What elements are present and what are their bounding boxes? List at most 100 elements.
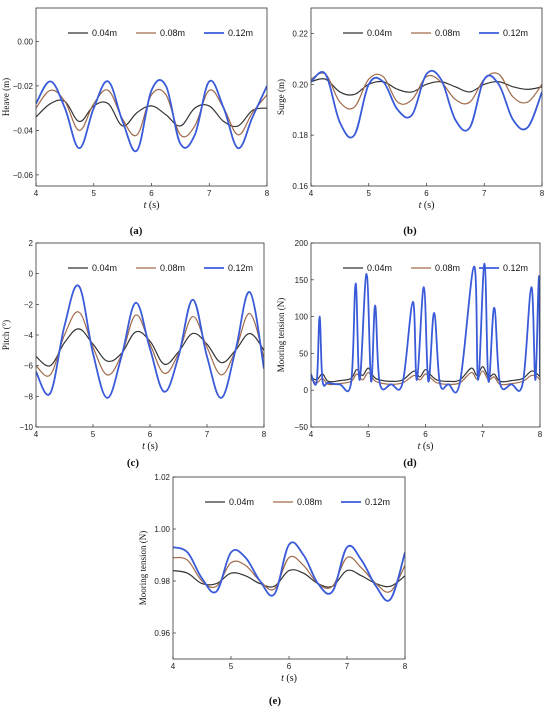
y-tick-label: 0.00: [17, 37, 33, 46]
legend-label: 0.08m: [160, 263, 185, 273]
x-tick-label: 6: [423, 430, 428, 439]
series-group: [36, 79, 267, 153]
x-tick-label: 7: [481, 430, 486, 439]
x-axis-label: t (s): [142, 441, 158, 452]
y-tick-label: 0.16: [292, 182, 308, 191]
legend-label: 0.04m: [92, 28, 117, 38]
y-tick-label: 0.96: [154, 629, 170, 638]
series-group: [173, 541, 405, 602]
chart-panel-1: 4 5 6 7 8 −0.06 −0.04 −0.02 0.00 t (s) Heave (m) 0.…: [1, 7, 270, 237]
legend: 0.04m 0.08m 0.12m: [205, 497, 390, 507]
legend: 0.04m 0.08m 0.12m: [68, 263, 253, 273]
y-tick-label: 150: [295, 276, 309, 285]
series-line-0.12m: [311, 262, 540, 394]
x-tick-label: 7: [207, 189, 212, 198]
x-axis-label: t (s): [281, 673, 297, 684]
x-tick-label: 8: [265, 189, 270, 198]
series-line-0.12m: [36, 79, 267, 153]
legend-label: 0.04m: [367, 263, 392, 273]
legend: 0.04m 0.08m 0.12m: [343, 28, 528, 38]
series-line-0.08m: [311, 72, 542, 110]
x-tick-label: 6: [424, 189, 429, 198]
legend-label: 0.08m: [297, 497, 322, 507]
series-group: [311, 262, 540, 394]
series-line-0.04m: [36, 328, 264, 367]
y-axis-label: Mooring tension (N): [138, 531, 148, 606]
legend-label: 0.08m: [435, 263, 460, 273]
y-tick-label: 0.22: [292, 29, 308, 38]
x-tick-label: 8: [403, 662, 408, 671]
series-line-0.12m: [311, 69, 542, 139]
y-tick-label: −50: [294, 423, 308, 432]
panel-label: (e): [269, 695, 282, 707]
panel-label: (c): [127, 457, 140, 469]
y-tick-label: −0.06: [13, 171, 34, 180]
chart-panel-5: 4 5 6 7 8 0.96 0.98 1.00 1.02 t (s) Mooring tensio…: [138, 473, 408, 707]
x-tick-label: 5: [92, 189, 97, 198]
x-tick-label: 4: [171, 662, 176, 671]
y-tick-label: −8: [24, 392, 34, 401]
legend-label: 0.12m: [503, 263, 528, 273]
x-axis-label: t (s): [418, 441, 434, 452]
x-tick-label: 4: [34, 189, 39, 198]
legend-label: 0.08m: [435, 28, 460, 38]
x-axis-label: t (s): [419, 200, 435, 211]
series-line-0.04m: [311, 78, 542, 96]
x-tick-label: 5: [91, 430, 96, 439]
y-axis-label: Pitch (°): [1, 320, 11, 350]
legend-label: 0.04m: [92, 263, 117, 273]
x-tick-label: 8: [538, 430, 543, 439]
legend-label: 0.08m: [160, 28, 185, 38]
legend-label: 0.12m: [503, 28, 528, 38]
y-tick-label: 50: [299, 349, 308, 358]
series-line-0.08m: [36, 311, 264, 377]
x-tick-label: 6: [149, 189, 154, 198]
series-group: [36, 284, 264, 399]
series-line-0.08m: [311, 370, 540, 386]
y-tick-label: 0.20: [292, 80, 308, 89]
legend-label: 0.04m: [367, 28, 392, 38]
panel-label: (a): [130, 225, 143, 237]
panel-label: (d): [403, 457, 417, 469]
y-tick-label: 200: [295, 239, 309, 248]
x-tick-label: 5: [366, 430, 371, 439]
x-tick-label: 4: [34, 430, 39, 439]
y-tick-label: −0.04: [13, 126, 34, 135]
series-line-0.12m: [36, 284, 264, 399]
y-tick-label: −10: [19, 423, 33, 432]
legend: 0.04m 0.08m 0.12m: [343, 263, 528, 273]
y-tick-label: 0: [304, 386, 309, 395]
series-line-0.12m: [173, 541, 405, 602]
x-tick-label: 4: [309, 189, 314, 198]
panel-label: (b): [403, 225, 417, 237]
y-tick-label: −6: [24, 362, 34, 371]
y-tick-label: 0.98: [154, 577, 170, 586]
y-axis-label: Mooring tension (N): [276, 298, 286, 373]
y-tick-label: 0: [29, 270, 34, 279]
x-tick-label: 7: [482, 189, 487, 198]
y-tick-label: −0.02: [13, 82, 34, 91]
y-tick-label: 1.02: [154, 473, 170, 482]
x-tick-label: 8: [540, 189, 545, 198]
legend-label: 0.12m: [228, 28, 253, 38]
series-group: [311, 69, 542, 139]
y-tick-label: −4: [24, 331, 34, 340]
x-tick-label: 7: [345, 662, 350, 671]
y-tick-label: 100: [295, 313, 309, 322]
y-tick-label: 0.18: [292, 131, 308, 140]
x-tick-label: 5: [367, 189, 372, 198]
x-tick-label: 4: [309, 430, 314, 439]
x-axis-label: t (s): [144, 200, 160, 211]
x-tick-label: 8: [262, 430, 267, 439]
x-tick-label: 5: [229, 662, 234, 671]
series-line-0.08m: [36, 88, 267, 138]
legend-label: 0.12m: [228, 263, 253, 273]
x-tick-label: 7: [205, 430, 210, 439]
chart-panel-2: 4 5 6 7 8 0.16 0.18 0.20 0.22 t (s) Surge (m) 0.04m…: [276, 7, 545, 237]
legend-label: 0.04m: [229, 497, 254, 507]
x-tick-label: 6: [148, 430, 153, 439]
legend: 0.04m 0.08m 0.12m: [68, 28, 253, 38]
series-line-0.08m: [173, 555, 405, 593]
